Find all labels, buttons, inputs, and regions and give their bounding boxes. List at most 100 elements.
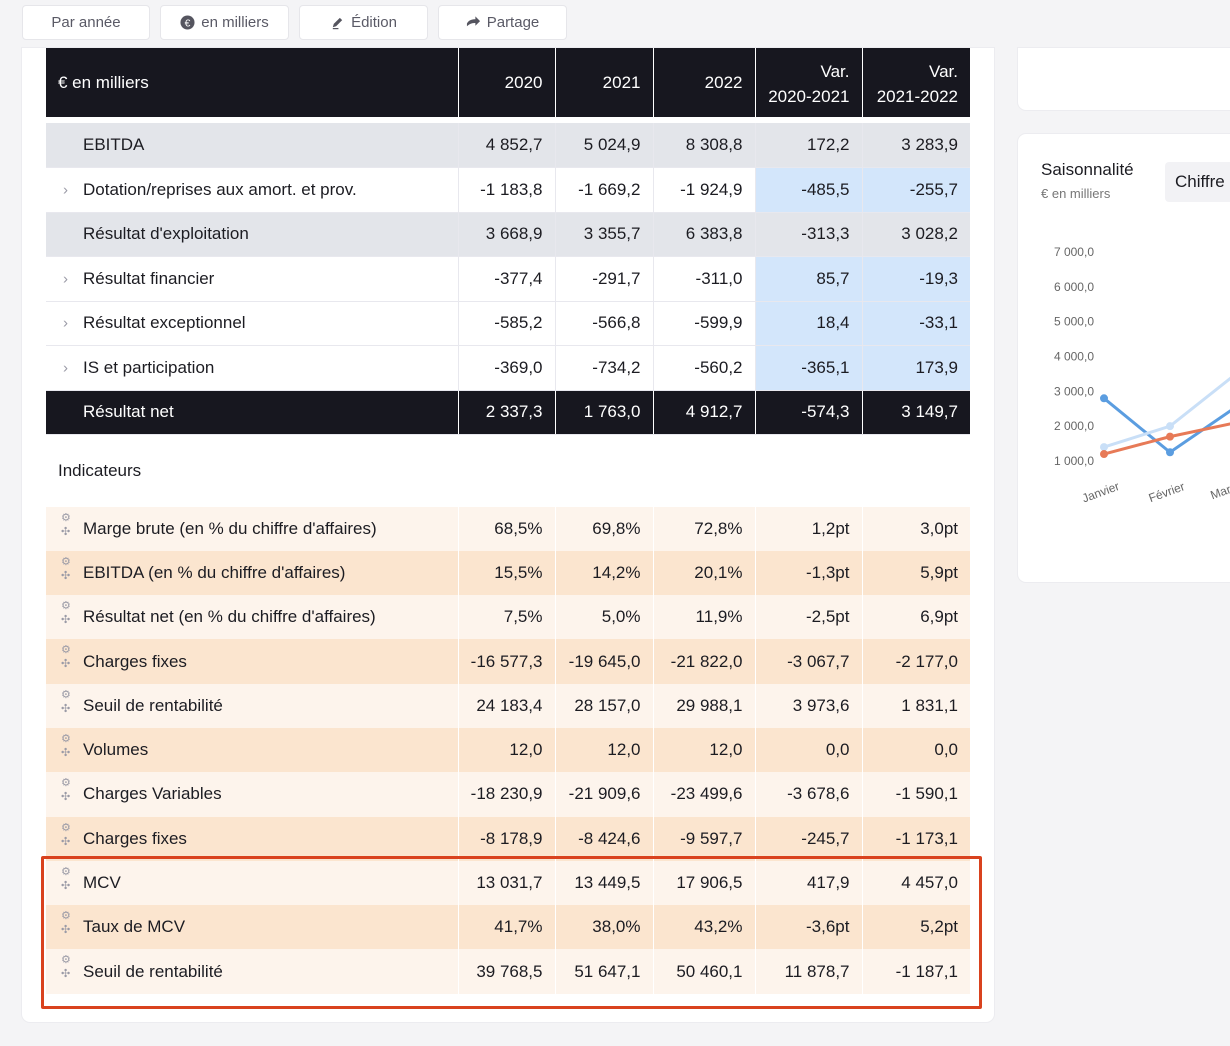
drag-handle-icon[interactable]: ✣ [61,569,71,582]
var2-line2: 2021-2022 [876,86,958,106]
indicator-v2021: -19 645,0 [555,639,654,684]
header-2020[interactable]: 2020 [458,48,556,117]
indicator-label-text: Résultat net (en % du chiffre d'affaires… [83,607,376,627]
toolbar: Par année € en milliers Édition Partage [22,5,567,40]
y-tick-label: 3 000,0 [1054,384,1094,398]
value-2020: 4 852,7 [458,123,556,168]
table-row[interactable]: › IS et participation -369,0 -734,2 -560,2 -3… [46,345,970,391]
value-2021: 1 763,0 [555,390,654,435]
indicator-label: ⚙ ✣ Résultat net (en % du chiffre d'affair… [46,595,459,640]
unit-label: en milliers [201,14,269,31]
indicator-v2022: 12,0 [653,727,756,773]
table-row[interactable]: › Dotation/reprises aux amort. et prov. -1… [46,167,970,213]
chevron-right-icon[interactable]: › [63,314,68,332]
series-point[interactable] [1166,432,1174,441]
drag-handle-icon[interactable]: ✣ [61,658,71,671]
series-point[interactable] [1166,422,1174,431]
header-var-2021-2022[interactable]: Var. 2021-2022 [862,48,970,117]
table-row[interactable]: › Résultat exceptionnel -585,2 -566,8 -599,9… [46,301,970,346]
series-point[interactable] [1100,450,1108,459]
indicator-var1: -1,3pt [755,550,863,596]
indicator-var2: -1 187,1 [862,949,970,994]
drag-handle-icon[interactable]: ✣ [61,791,71,804]
indicator-row: ⚙ ✣ Marge brute (en % du chiffre d'affaire… [46,506,970,551]
indicator-controls: ⚙ ✣ [61,865,71,892]
gear-icon[interactable]: ⚙ [61,865,71,878]
value-2020: -585,2 [458,301,556,346]
unit-button[interactable]: € en milliers [160,5,289,40]
value-2021: 5 024,9 [555,123,654,168]
indicator-row: ⚙ ✣ Volumes 12,0 12,0 12,0 0,0 0,0 [46,727,970,773]
drag-handle-icon[interactable]: ✣ [61,835,71,848]
row-label-text: Résultat exceptionnel [83,313,246,333]
gear-icon[interactable]: ⚙ [61,600,71,613]
value-2022: 8 308,8 [653,123,756,168]
indicator-controls: ⚙ ✣ [61,732,71,759]
drag-handle-icon[interactable]: ✣ [61,525,71,538]
share-icon [466,16,480,27]
drag-handle-icon[interactable]: ✣ [61,968,71,981]
partage-button[interactable]: Partage [438,5,567,40]
drag-handle-icon[interactable]: ✣ [61,924,71,937]
indicator-v2022: -9 597,7 [653,816,756,861]
indicator-var1: -3 678,6 [755,772,863,817]
indicator-v2020: 15,5% [458,550,556,596]
var-2020-2021: -313,3 [755,212,863,257]
indicator-label-text: Seuil de rentabilité [83,695,223,715]
table-row: EBITDA 4 852,7 5 024,9 8 308,8 172,2 3 283,9 [46,123,970,168]
indicator-v2020: 41,7% [458,905,556,950]
value-2021: 3 355,7 [555,212,654,257]
series-point[interactable] [1100,394,1108,403]
indicator-var2: 4 457,0 [862,860,970,906]
gear-icon[interactable]: ⚙ [61,910,71,923]
chevron-right-icon[interactable]: › [63,181,68,199]
table-row[interactable]: › Résultat financier -377,4 -291,7 -311,0 85,… [46,256,970,302]
y-tick-label: 7 000,0 [1054,245,1094,259]
gear-icon[interactable]: ⚙ [61,644,71,657]
gear-icon[interactable]: ⚙ [61,821,71,834]
metric-select[interactable]: Chiffre [1165,162,1230,202]
drag-handle-icon[interactable]: ✣ [61,879,71,892]
gear-icon[interactable]: ⚙ [61,954,71,967]
indicator-controls: ⚙ ✣ [61,778,71,803]
indicator-v2021: 28 157,0 [555,683,654,728]
indicator-v2020: -8 178,9 [458,816,556,861]
y-tick-label: 1 000,0 [1054,454,1094,468]
indicator-var1: 11 878,7 [755,949,863,994]
var-2020-2021: 172,2 [755,123,863,168]
indicator-controls: ⚙ ✣ [61,645,71,670]
edition-label: Édition [351,14,397,31]
par-annee-button[interactable]: Par année [22,5,150,40]
indicator-v2022: -21 822,0 [653,639,756,684]
gear-icon[interactable]: ⚙ [61,555,71,568]
chevron-right-icon[interactable]: › [63,359,68,377]
value-2022: 4 912,7 [653,390,756,435]
drag-handle-icon[interactable]: ✣ [61,746,71,759]
x-tick-label: Janvier [1080,479,1121,505]
chevron-right-icon[interactable]: › [63,270,68,288]
series-point[interactable] [1100,443,1108,452]
gear-icon[interactable]: ⚙ [61,777,71,790]
indicator-v2022: 17 906,5 [653,860,756,906]
indicator-label: ⚙ ✣ Charges fixes [46,639,459,684]
indicator-row: ⚙ ✣ MCV 13 031,7 13 449,5 17 906,5 417,9 4 457,… [46,860,970,906]
pencil-icon [332,17,343,30]
var1-line1: Var. [820,61,850,81]
edition-button[interactable]: Édition [299,5,428,40]
gear-icon[interactable]: ⚙ [61,688,71,701]
drag-handle-icon[interactable]: ✣ [61,614,71,627]
indicator-var2: 5,2pt [862,905,970,950]
indicator-controls: ⚙ ✣ [61,688,71,715]
header-2021[interactable]: 2021 [555,48,654,117]
series-point[interactable] [1166,448,1174,457]
header-2022[interactable]: 2022 [653,48,756,117]
gear-icon[interactable]: ⚙ [61,511,71,524]
value-2021: -1 669,2 [555,167,654,213]
var-2021-2022: 3 028,2 [862,212,970,257]
var-2020-2021: 18,4 [755,301,863,346]
gear-icon[interactable]: ⚙ [61,732,71,745]
indicator-var1: -2,5pt [755,595,863,640]
indicator-var1: 1,2pt [755,506,863,551]
drag-handle-icon[interactable]: ✣ [61,702,71,715]
header-var-2020-2021[interactable]: Var. 2020-2021 [755,48,863,117]
